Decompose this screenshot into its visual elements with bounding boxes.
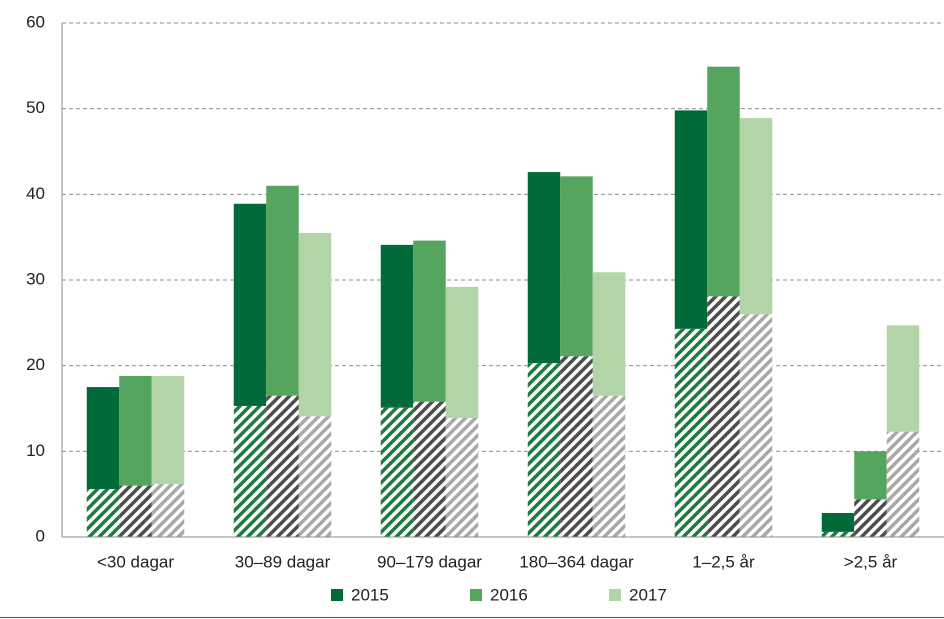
legend-swatch [470, 589, 482, 601]
legend-label: 2016 [490, 585, 528, 604]
y-tick-label: 60 [26, 12, 45, 31]
x-tick-label: 90–179 dagar [377, 552, 482, 571]
x-tick-label: 30–89 dagar [235, 552, 331, 571]
bar-lower [886, 431, 920, 537]
y-tick-label: 50 [26, 98, 45, 117]
bar-upper [380, 244, 414, 408]
bar-lower [86, 489, 120, 537]
bar-upper [527, 172, 561, 364]
bar-lower [119, 485, 152, 537]
bar-lower [854, 499, 887, 537]
bar-upper [707, 66, 740, 297]
bar-lower [674, 328, 708, 537]
bar-upper [886, 325, 920, 432]
y-tick-label: 10 [26, 441, 45, 460]
bar-upper [86, 387, 120, 490]
bar-lower [560, 356, 593, 537]
y-tick-label: 30 [26, 269, 45, 288]
bar-upper [674, 110, 708, 329]
y-tick-label: 20 [26, 355, 45, 374]
bar-upper [151, 375, 185, 484]
bar-lower [233, 405, 267, 537]
bar-lower [413, 401, 446, 537]
bar-lower [821, 531, 855, 537]
legend-swatch [331, 589, 343, 601]
bar-lower [266, 395, 299, 537]
legend-label: 2015 [351, 585, 389, 604]
bar-upper [413, 240, 446, 402]
bar-upper [854, 451, 887, 500]
bar-lower [739, 314, 773, 537]
bar-upper [592, 272, 626, 396]
bar-lower [298, 416, 332, 537]
y-tick-label: 0 [36, 526, 45, 545]
bar-lower [592, 395, 626, 537]
bar-lower [527, 363, 561, 537]
bar-upper [560, 176, 593, 357]
x-tick-label: <30 dagar [97, 552, 174, 571]
bar-lower [707, 296, 740, 537]
bar-upper [266, 185, 299, 396]
bar-upper [739, 118, 773, 315]
bar-upper [445, 286, 479, 418]
x-tick-label: 180–364 dagar [519, 552, 634, 571]
legend-label: 2017 [629, 585, 667, 604]
bar-lower [380, 407, 414, 537]
bar-upper [298, 232, 332, 417]
bar-upper [233, 203, 267, 406]
bar-lower [151, 483, 185, 537]
y-tick-label: 40 [26, 184, 45, 203]
x-tick-label: >2,5 år [844, 552, 898, 571]
bar-upper [119, 375, 152, 486]
legend-swatch [609, 589, 621, 601]
bar-lower [445, 417, 479, 537]
x-tick-label: 1–2,5 år [692, 552, 755, 571]
bar-upper [821, 513, 855, 532]
